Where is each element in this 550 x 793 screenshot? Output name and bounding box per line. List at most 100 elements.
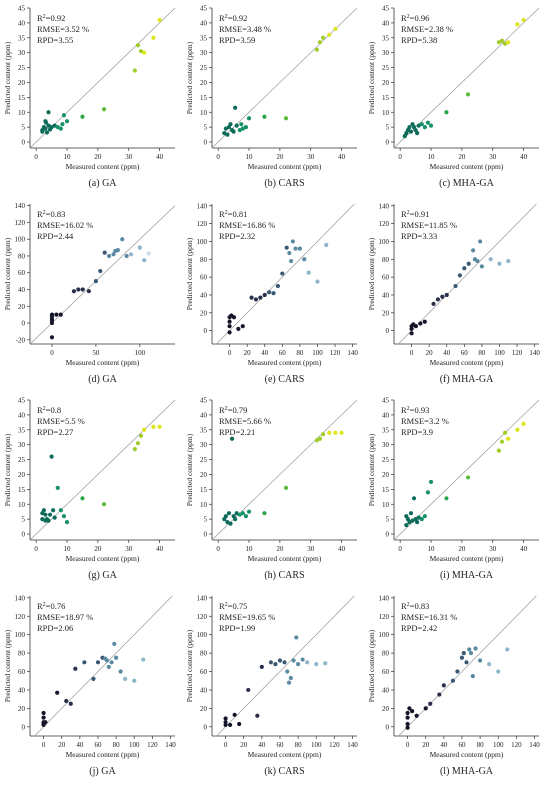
data-point: [422, 125, 427, 130]
x-tick-label: 100: [129, 741, 140, 749]
data-point: [409, 331, 414, 336]
y-tick-label: 45: [200, 397, 208, 405]
stat-rmse: RMSE=3.2 %: [401, 416, 449, 426]
data-point: [55, 485, 60, 490]
data-point: [112, 641, 117, 646]
x-tick-label: 80: [478, 349, 486, 357]
x-tick-label: 0: [398, 545, 402, 553]
x-tick-label: 40: [338, 545, 346, 553]
data-point: [41, 508, 46, 513]
data-point: [49, 335, 55, 340]
data-point: [293, 246, 298, 251]
x-tick-label: 0: [224, 741, 228, 749]
data-point: [302, 257, 307, 262]
y-tick-label: 0: [204, 139, 208, 147]
x-tick-label: 30: [489, 153, 497, 161]
data-point: [86, 289, 91, 294]
y-tick-label: 35: [382, 34, 390, 42]
scatter-panel: 0 5 10 15 20 25 30 35 40 45 0 10 20 30 40 R2=0.96RMSE=2…: [367, 5, 540, 189]
x-tick-label: 30: [489, 545, 497, 553]
data-point: [118, 669, 123, 674]
stat-r2: R2=0.81: [219, 209, 247, 219]
x-axis-label: Measured content (ppm): [248, 750, 322, 759]
x-tick-label: 20: [276, 153, 284, 161]
stat-rpd: RPD=3.55: [37, 35, 73, 45]
y-tick-label: 0: [22, 531, 26, 539]
identity-line: [211, 399, 358, 541]
x-tick-label: 20: [458, 153, 466, 161]
data-point: [141, 657, 146, 662]
data-point: [95, 660, 101, 665]
data-point: [455, 669, 460, 674]
x-tick-label: 0: [228, 349, 232, 357]
data-point: [453, 283, 458, 289]
x-axis-label: Measured content (ppm): [66, 162, 140, 171]
data-point: [227, 324, 232, 329]
y-tick-label: 40: [382, 19, 390, 27]
data-point: [294, 635, 299, 640]
x-tick-label: 0: [34, 545, 38, 553]
data-point: [286, 680, 292, 685]
y-tick-label: 80: [18, 252, 26, 260]
y-tick-label: 20: [382, 471, 390, 479]
data-point: [55, 690, 60, 695]
x-tick-label: 60: [458, 741, 466, 749]
x-tick-label: 0: [410, 349, 414, 357]
y-tick-label: 20: [18, 303, 26, 311]
data-point: [465, 92, 471, 97]
data-point: [404, 523, 409, 528]
y-axis-label: Predicted content (ppm): [367, 433, 376, 506]
data-point: [262, 511, 267, 516]
y-tick-label: 40: [382, 291, 390, 299]
y-axis-label: Predicted content (ppm): [185, 237, 194, 310]
x-tick-label: 100: [312, 349, 323, 357]
data-point: [64, 520, 70, 525]
data-point: [223, 514, 228, 519]
data-point: [132, 68, 137, 73]
x-axis-label: Measured content (ppm): [430, 554, 504, 563]
data-point: [422, 319, 427, 324]
y-tick-label: 45: [382, 397, 390, 405]
data-point: [258, 295, 263, 300]
data-point: [151, 424, 156, 429]
y-tick-label: 140: [379, 202, 390, 210]
y-tick-label: 45: [18, 5, 26, 13]
y-tick-label: 0: [22, 320, 26, 328]
data-point: [52, 515, 57, 520]
x-tick-label: 30: [125, 153, 133, 161]
stat-rpd: RPD=2.06: [37, 623, 73, 633]
y-tick-label: 20: [382, 309, 390, 317]
x-tick-label: 30: [307, 153, 315, 161]
x-tick-label: 140: [529, 349, 540, 357]
identity-line: [216, 595, 355, 737]
y-tick-label: 0: [386, 139, 390, 147]
stat-r2: R2=0.83: [401, 601, 429, 611]
y-tick-label: 20: [200, 309, 208, 317]
y-tick-label: 100: [379, 631, 390, 639]
data-point: [297, 246, 302, 251]
y-tick-label: 10: [18, 109, 26, 117]
data-point: [227, 319, 232, 324]
x-tick-label: 10: [428, 153, 436, 161]
data-point: [44, 130, 50, 135]
stat-rpd: RPD=3.59: [219, 35, 255, 45]
x-tick-label: 80: [113, 741, 121, 749]
x-tick-label: 20: [426, 349, 434, 357]
data-point: [275, 283, 281, 289]
x-tick-label: 40: [338, 153, 346, 161]
stat-rpd: RPD=2.44: [37, 231, 74, 241]
x-axis-label: Measured content (ppm): [248, 554, 322, 563]
data-point: [315, 279, 320, 284]
data-point: [408, 511, 414, 516]
data-point: [229, 436, 235, 441]
y-tick-label: 120: [15, 219, 26, 227]
stat-rpd: RPD=2.42: [401, 623, 437, 633]
x-tick-label: 140: [529, 741, 540, 749]
y-tick-label: 15: [18, 486, 26, 494]
stat-rmse: RMSE=16.31 %: [401, 612, 457, 622]
data-point: [464, 660, 469, 665]
scatter-panel: 0 5 10 15 20 25 30 35 40 45 0 10 20 30 40 R2=0.92RMSE=3…: [3, 5, 176, 189]
y-tick-label: 120: [197, 220, 208, 228]
data-point: [109, 660, 114, 665]
